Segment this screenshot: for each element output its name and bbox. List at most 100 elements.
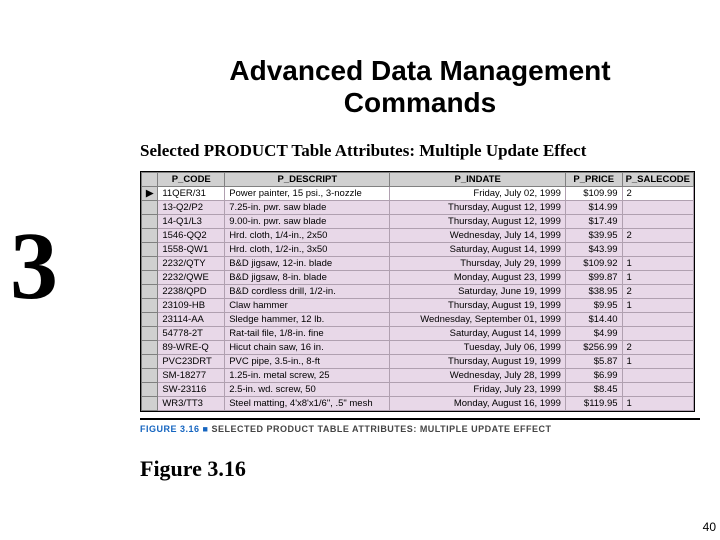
col-header: P_DESCRIPT xyxy=(225,173,390,187)
table-row: ▶11QER/31Power painter, 15 psi., 3-nozzl… xyxy=(142,187,694,201)
table-cell: Friday, July 02, 1999 xyxy=(390,187,565,201)
table-cell: B&D cordless drill, 1/2-in. xyxy=(225,285,390,299)
table-cell: Monday, August 23, 1999 xyxy=(390,271,565,285)
col-header: P_PRICE xyxy=(565,173,622,187)
table-cell: 2232/QWE xyxy=(158,271,225,285)
table-cell: 7.25-in. pwr. saw blade xyxy=(225,201,390,215)
table-cell: Thursday, August 19, 1999 xyxy=(390,355,565,369)
caption-figure-text: SELECTED PRODUCT TABLE ATTRIBUTES: MULTI… xyxy=(211,424,551,434)
row-selector xyxy=(142,355,158,369)
table-cell: $43.99 xyxy=(565,243,622,257)
table-cell: B&D jigsaw, 12-in. blade xyxy=(225,257,390,271)
table-cell: 2 xyxy=(622,341,693,355)
table-row: SW-231162.5-in. wd. screw, 50Friday, Jul… xyxy=(142,383,694,397)
table-cell: Saturday, August 14, 1999 xyxy=(390,327,565,341)
table-row: 2238/QPDB&D cordless drill, 1/2-in.Satur… xyxy=(142,285,694,299)
table-cell: Hicut chain saw, 16 in. xyxy=(225,341,390,355)
table-cell: 1 xyxy=(622,299,693,313)
row-selector xyxy=(142,299,158,313)
row-selector xyxy=(142,397,158,411)
row-selector xyxy=(142,341,158,355)
table-cell: $109.99 xyxy=(565,187,622,201)
table-cell: $8.45 xyxy=(565,383,622,397)
table-cell xyxy=(622,243,693,257)
table-row: PVC23DRTPVC pipe, 3.5-in., 8-ftThursday,… xyxy=(142,355,694,369)
table-row: SM-182771.25-in. metal screw, 25Wednesda… xyxy=(142,369,694,383)
table-cell: Thursday, August 12, 1999 xyxy=(390,201,565,215)
table-cell: 1546-QQ2 xyxy=(158,229,225,243)
slide-content: Advanced Data Management Commands Select… xyxy=(140,55,700,482)
table-cell: 13-Q2/P2 xyxy=(158,201,225,215)
table-cell: Thursday, July 29, 1999 xyxy=(390,257,565,271)
table-row: 23109-HBClaw hammerThursday, August 19, … xyxy=(142,299,694,313)
table-row: 1558-QW1Hrd. cloth, 1/2-in., 3x50Saturda… xyxy=(142,243,694,257)
table-cell: $256.99 xyxy=(565,341,622,355)
table-row: 2232/QTYB&D jigsaw, 12-in. bladeThursday… xyxy=(142,257,694,271)
table-cell: $6.99 xyxy=(565,369,622,383)
table-cell: 14-Q1/L3 xyxy=(158,215,225,229)
col-header: P_SALECODE xyxy=(622,173,693,187)
table-row: 54778-2TRat-tail file, 1/8-in. fineSatur… xyxy=(142,327,694,341)
title-line-1: Advanced Data Management xyxy=(229,55,610,86)
table-cell: 89-WRE-Q xyxy=(158,341,225,355)
table-cell: Power painter, 15 psi., 3-nozzle xyxy=(225,187,390,201)
table-row: 13-Q2/P27.25-in. pwr. saw bladeThursday,… xyxy=(142,201,694,215)
table-cell: SM-18277 xyxy=(158,369,225,383)
table-cell: Wednesday, July 14, 1999 xyxy=(390,229,565,243)
table-cell: $119.95 xyxy=(565,397,622,411)
table-cell: 11QER/31 xyxy=(158,187,225,201)
table-cell: Friday, July 23, 1999 xyxy=(390,383,565,397)
table-cell: Sledge hammer, 12 lb. xyxy=(225,313,390,327)
caption-figure-number: FIGURE 3.16 xyxy=(140,424,200,434)
table-cell: $14.40 xyxy=(565,313,622,327)
table-cell: 2 xyxy=(622,229,693,243)
table-cell: Hrd. cloth, 1/2-in., 3x50 xyxy=(225,243,390,257)
table-cell: 1558-QW1 xyxy=(158,243,225,257)
col-header: P_CODE xyxy=(158,173,225,187)
table-cell xyxy=(622,313,693,327)
table-cell: 2 xyxy=(622,187,693,201)
product-table: P_CODE P_DESCRIPT P_INDATE P_PRICE P_SAL… xyxy=(141,172,694,411)
table-cell: Saturday, August 14, 1999 xyxy=(390,243,565,257)
table-cell: 1.25-in. metal screw, 25 xyxy=(225,369,390,383)
table-cell: $99.87 xyxy=(565,271,622,285)
table-cell: 1 xyxy=(622,355,693,369)
table-cell: B&D jigsaw, 8-in. blade xyxy=(225,271,390,285)
table-row: 23114-AASledge hammer, 12 lb.Wednesday, … xyxy=(142,313,694,327)
table-row: 2232/QWEB&D jigsaw, 8-in. bladeMonday, A… xyxy=(142,271,694,285)
chapter-number: 3 xyxy=(10,210,58,321)
table-cell xyxy=(622,369,693,383)
row-selector xyxy=(142,369,158,383)
table-cell: $109.92 xyxy=(565,257,622,271)
table-row: 1546-QQ2Hrd. cloth, 1/4-in., 2x50Wednesd… xyxy=(142,229,694,243)
title-line-2: Commands xyxy=(344,87,496,118)
table-cell: Wednesday, July 28, 1999 xyxy=(390,369,565,383)
table-cell: $9.95 xyxy=(565,299,622,313)
subtitle: Selected PRODUCT Table Attributes: Multi… xyxy=(140,141,700,161)
table-cell: PVC pipe, 3.5-in., 8-ft xyxy=(225,355,390,369)
table-cell: $5.87 xyxy=(565,355,622,369)
table-cell: 9.00-in. pwr. saw blade xyxy=(225,215,390,229)
figure-label: Figure 3.16 xyxy=(140,456,700,482)
table-cell xyxy=(622,383,693,397)
figure-caption-bar: FIGURE 3.16 ■ SELECTED PRODUCT TABLE ATT… xyxy=(140,418,700,434)
table-cell: 1 xyxy=(622,397,693,411)
table-cell: Steel matting, 4'x8'x1/6", .5" mesh xyxy=(225,397,390,411)
table-cell: $17.49 xyxy=(565,215,622,229)
table-cell: $39.95 xyxy=(565,229,622,243)
table-cell: Thursday, August 12, 1999 xyxy=(390,215,565,229)
table-cell: SW-23116 xyxy=(158,383,225,397)
table-cell: Wednesday, September 01, 1999 xyxy=(390,313,565,327)
product-table-grid: P_CODE P_DESCRIPT P_INDATE P_PRICE P_SAL… xyxy=(140,171,695,412)
row-selector-header xyxy=(142,173,158,187)
col-header: P_INDATE xyxy=(390,173,565,187)
table-cell: 2.5-in. wd. screw, 50 xyxy=(225,383,390,397)
table-row: WR3/TT3Steel matting, 4'x8'x1/6", .5" me… xyxy=(142,397,694,411)
row-selector xyxy=(142,271,158,285)
table-cell: 2 xyxy=(622,285,693,299)
table-cell: 2232/QTY xyxy=(158,257,225,271)
table-row: 89-WRE-QHicut chain saw, 16 in.Tuesday, … xyxy=(142,341,694,355)
page-title: Advanced Data Management Commands xyxy=(140,55,700,119)
row-selector xyxy=(142,285,158,299)
row-selector xyxy=(142,257,158,271)
